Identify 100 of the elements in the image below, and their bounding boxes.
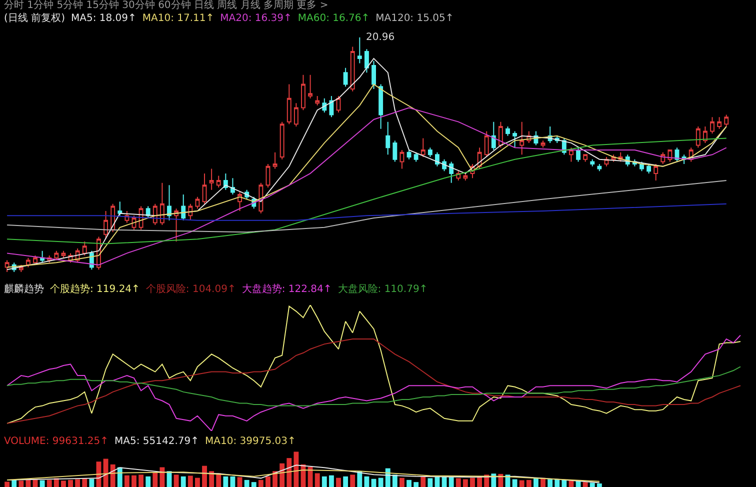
bar <box>336 478 341 487</box>
bar <box>371 478 376 487</box>
bar <box>110 464 116 487</box>
bar <box>420 476 426 487</box>
bar <box>400 478 404 487</box>
bar <box>554 479 560 487</box>
candlestick <box>343 67 348 88</box>
bar <box>202 466 207 487</box>
candlestick <box>646 164 652 174</box>
bar <box>280 463 285 487</box>
candlestick <box>4 260 10 272</box>
candlestick <box>576 147 580 162</box>
text: MA10: 39975.03↑ <box>205 436 296 447</box>
candlestick <box>266 164 270 188</box>
text: 个股风险: 104.09↑ <box>146 284 236 295</box>
bar <box>357 471 362 487</box>
candlestick <box>181 194 186 221</box>
candlestick <box>124 210 130 224</box>
candlestick <box>160 182 164 226</box>
candlestick <box>61 250 66 258</box>
bar <box>188 476 193 487</box>
bar <box>314 473 320 487</box>
candlestick <box>216 175 221 188</box>
bar <box>343 476 348 487</box>
text: MA120: 15.05↑ <box>376 13 454 24</box>
candlestick <box>449 161 454 184</box>
candlestick <box>611 154 616 162</box>
candlestick <box>280 121 284 160</box>
candlestick <box>202 172 207 204</box>
bar <box>582 482 588 487</box>
candlestick <box>696 126 700 148</box>
bar <box>46 480 52 487</box>
candlestick <box>68 252 73 264</box>
bar <box>209 471 214 487</box>
candlestick <box>110 203 116 233</box>
candlestick <box>456 170 461 181</box>
candlestick <box>132 215 136 230</box>
bar <box>462 479 468 487</box>
bar <box>138 474 144 487</box>
candlestick <box>357 36 362 64</box>
bar <box>328 475 334 487</box>
candlestick <box>350 46 355 92</box>
bar <box>414 482 419 487</box>
candlestick <box>152 203 158 226</box>
bar <box>378 478 384 487</box>
candlestick <box>223 172 228 190</box>
candlestick <box>392 140 398 162</box>
candlestick <box>167 184 172 221</box>
bar <box>230 476 236 487</box>
candlestick <box>668 149 672 162</box>
bar <box>223 476 228 487</box>
bar <box>82 478 88 487</box>
candlestick <box>378 84 384 130</box>
bar <box>124 475 130 487</box>
bar <box>4 482 10 487</box>
candlestick <box>138 206 144 230</box>
candlestick <box>470 164 475 179</box>
candlestick <box>477 147 482 170</box>
annotation: 20.96 <box>366 32 395 43</box>
candlestick <box>286 84 292 125</box>
candlestick <box>301 74 306 111</box>
candlestick <box>597 164 602 172</box>
candlestick <box>724 114 729 128</box>
bar <box>89 478 94 487</box>
candlestick <box>406 149 412 160</box>
bar <box>18 480 24 487</box>
bar <box>477 476 482 487</box>
bar <box>132 475 136 487</box>
candlestick <box>428 147 432 158</box>
bar <box>350 474 356 487</box>
candlestick <box>272 152 278 170</box>
bar <box>442 476 447 487</box>
candlestick <box>336 96 341 113</box>
candlestick <box>54 250 59 261</box>
candlestick <box>33 255 38 264</box>
candlestick <box>526 130 532 144</box>
bar <box>533 478 538 487</box>
candlestick <box>491 121 496 150</box>
candlestick <box>118 201 122 216</box>
bar <box>266 476 270 487</box>
candlestick <box>364 48 369 74</box>
candlestick <box>82 240 87 256</box>
bar <box>406 480 412 487</box>
bar <box>364 476 370 487</box>
bar <box>512 479 518 487</box>
series-label: VOLUME: 99631.25↑ <box>4 436 109 447</box>
candlestick <box>688 147 694 162</box>
bar <box>448 477 454 487</box>
candlestick <box>568 147 574 162</box>
candlestick <box>400 149 404 170</box>
candlestick <box>506 126 510 136</box>
bar <box>596 483 602 487</box>
bar <box>12 480 17 487</box>
candlestick <box>209 168 214 190</box>
bar <box>491 474 496 487</box>
candlestick <box>308 74 313 99</box>
text: 分时 1分钟 5分钟 15分钟 30分钟 60分钟 日线 周线 月线 多周期 更多 > <box>4 0 328 12</box>
candlestick <box>315 96 320 106</box>
bar <box>392 474 398 487</box>
bar <box>68 480 73 487</box>
